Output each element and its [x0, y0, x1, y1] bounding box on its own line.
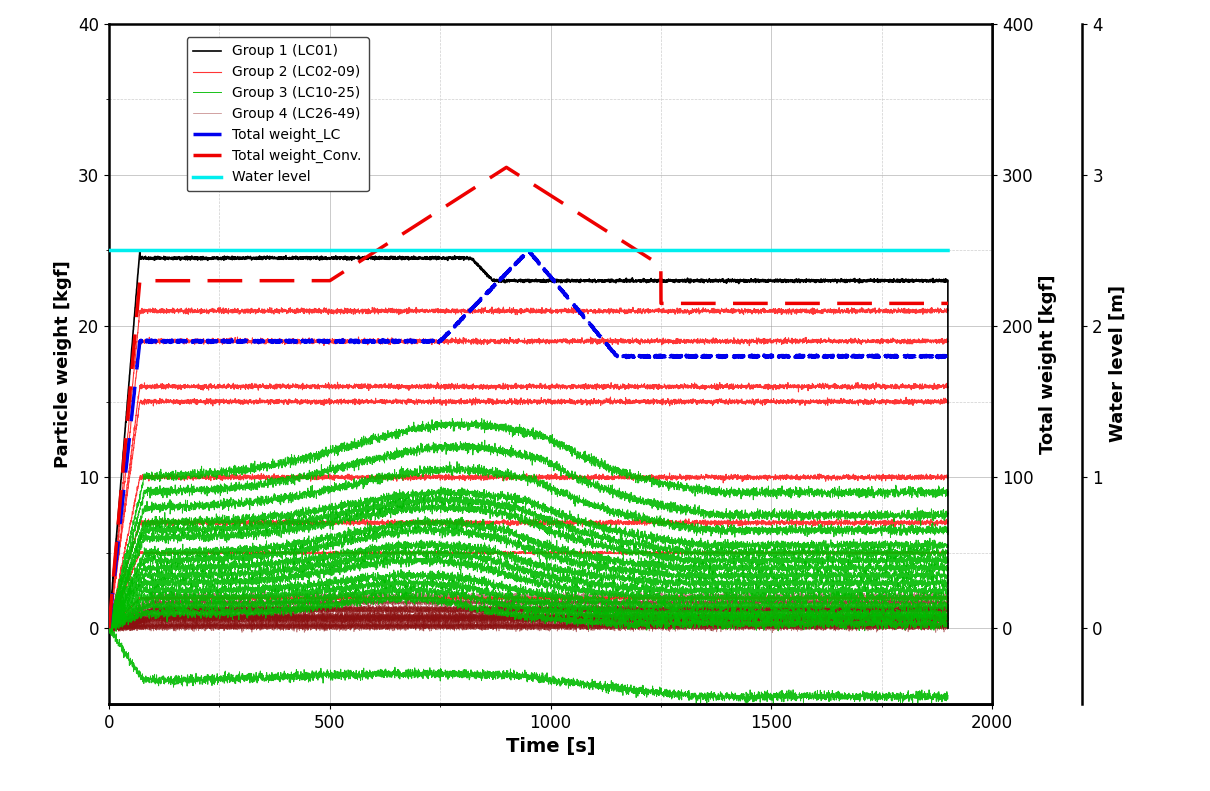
- Group 2 (LC02-09): [605, 306, 620, 316]
- Total weight_Conv.: [728, 299, 743, 308]
- Group 1 (LC01): [133, 246, 148, 255]
- Line: Group 4 (LC26-49): Group 4 (LC26-49): [109, 619, 949, 632]
- Group 3 (LC10-25): [102, 623, 116, 632]
- Group 1 (LC01): [941, 623, 956, 633]
- X-axis label: Time [s]: Time [s]: [506, 737, 595, 756]
- Group 3 (LC10-25): [102, 626, 116, 635]
- Total weight_Conv.: [605, 230, 620, 240]
- Total weight_Conv.: [254, 276, 269, 286]
- Group 4 (LC26-49): [106, 627, 121, 637]
- Total weight_LC: [791, 351, 806, 361]
- Group 4 (LC26-49): [254, 620, 269, 630]
- Legend: Group 1 (LC01), Group 2 (LC02-09), Group 3 (LC10-25), Group 4 (LC26-49), Total w: Group 1 (LC01), Group 2 (LC02-09), Group…: [186, 37, 369, 191]
- Total weight_LC: [522, 245, 536, 255]
- Group 3 (LC10-25): [445, 414, 460, 423]
- Water level: [605, 246, 620, 255]
- Group 4 (LC26-49): [728, 620, 743, 630]
- Group 4 (LC26-49): [368, 614, 382, 623]
- Group 1 (LC01): [422, 255, 437, 264]
- Group 1 (LC01): [647, 276, 662, 286]
- Group 3 (LC10-25): [647, 474, 662, 483]
- Group 2 (LC02-09): [647, 306, 662, 316]
- Water level: [254, 246, 269, 255]
- Group 1 (LC01): [791, 275, 806, 285]
- Group 1 (LC01): [605, 276, 620, 286]
- Group 3 (LC10-25): [941, 490, 956, 500]
- Group 1 (LC01): [728, 276, 743, 286]
- Group 2 (LC02-09): [422, 305, 437, 314]
- Total weight_LC: [102, 623, 116, 633]
- Total weight_Conv.: [791, 299, 806, 308]
- Water level: [791, 246, 806, 255]
- Water level: [422, 246, 437, 255]
- Total weight_Conv.: [102, 623, 116, 633]
- Total weight_LC: [254, 335, 269, 345]
- Group 2 (LC02-09): [791, 305, 806, 315]
- Group 2 (LC02-09): [254, 307, 269, 316]
- Total weight_LC: [647, 352, 662, 361]
- Group 3 (LC10-25): [254, 464, 269, 474]
- Total weight_Conv.: [500, 163, 514, 172]
- Group 3 (LC10-25): [422, 423, 437, 433]
- Group 1 (LC01): [102, 623, 116, 632]
- Group 2 (LC02-09): [485, 302, 500, 312]
- Group 3 (LC10-25): [791, 490, 806, 499]
- Water level: [941, 246, 956, 255]
- Group 4 (LC26-49): [102, 620, 116, 630]
- Group 2 (LC02-09): [941, 305, 956, 314]
- Water level: [727, 246, 742, 255]
- Water level: [647, 246, 662, 255]
- Y-axis label: Total weight [kgf]: Total weight [kgf]: [1039, 274, 1058, 453]
- Total weight_Conv.: [422, 212, 437, 221]
- Total weight_Conv.: [647, 257, 662, 267]
- Line: Group 1 (LC01): Group 1 (LC01): [109, 251, 949, 628]
- Line: Total weight_Conv.: Total weight_Conv.: [109, 168, 949, 628]
- Group 1 (LC01): [254, 252, 269, 262]
- Group 4 (LC26-49): [647, 624, 662, 634]
- Group 3 (LC10-25): [605, 466, 620, 475]
- Total weight_Conv.: [941, 299, 956, 308]
- Line: Total weight_LC: Total weight_LC: [109, 250, 949, 628]
- Group 4 (LC26-49): [605, 617, 620, 626]
- Y-axis label: Water level [m]: Water level [m]: [1108, 286, 1127, 442]
- Line: Group 3 (LC10-25): Group 3 (LC10-25): [109, 418, 949, 630]
- Group 3 (LC10-25): [728, 490, 743, 500]
- Group 4 (LC26-49): [791, 622, 806, 631]
- Y-axis label: Particle weight [kgf]: Particle weight [kgf]: [54, 260, 73, 467]
- Line: Group 2 (LC02-09): Group 2 (LC02-09): [109, 307, 949, 628]
- Total weight_LC: [728, 351, 743, 361]
- Total weight_LC: [422, 336, 437, 346]
- Total weight_LC: [941, 350, 956, 360]
- Group 4 (LC26-49): [422, 621, 437, 630]
- Water level: [102, 246, 116, 255]
- Total weight_LC: [605, 346, 620, 356]
- Group 4 (LC26-49): [941, 622, 956, 631]
- Group 2 (LC02-09): [728, 306, 743, 316]
- Group 2 (LC02-09): [102, 623, 116, 633]
